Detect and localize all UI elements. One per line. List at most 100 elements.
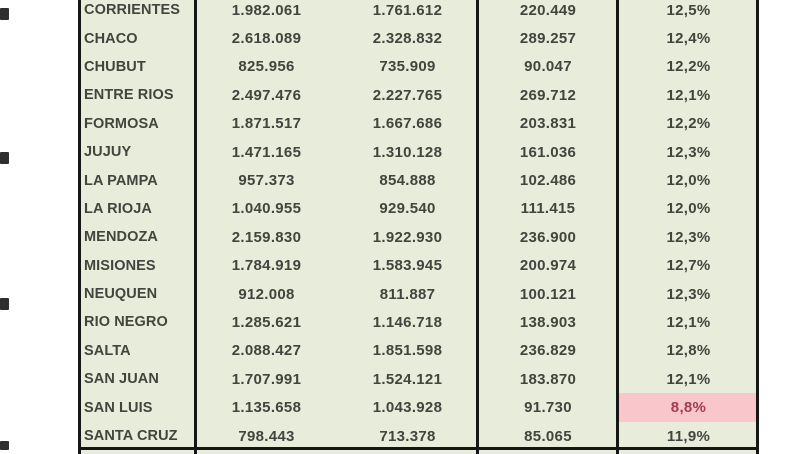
value-2-cell: 1.761.612 xyxy=(372,1,443,19)
percent-cell: 12,3% xyxy=(666,228,711,246)
table-row: FORMOSA 1.871.517 1.667.686 203.831 12,2% xyxy=(78,110,759,138)
value-3-cell: 236.829 xyxy=(519,342,577,360)
value-1-cell: 1.471.165 xyxy=(231,143,302,161)
table-row: NEUQUEN 912.008 811.887 100.121 12,3% xyxy=(78,280,759,308)
province-cell: SAN LUIS xyxy=(84,399,153,416)
value-3-cell: 90.047 xyxy=(524,58,572,76)
table-row: LA RIOJA 1.040.955 929.540 111.415 12,0% xyxy=(78,195,759,223)
table-border-right xyxy=(756,0,759,454)
margin-artifact-mark xyxy=(0,8,9,20)
province-cell: SAN JUAN xyxy=(84,371,159,388)
value-1-cell: 2.497.476 xyxy=(231,86,302,104)
table-row: JUJUY 1.471.165 1.310.128 161.036 12,3% xyxy=(78,138,759,166)
table-row: MISIONES 1.784.919 1.583.945 200.974 12,7% xyxy=(78,252,759,280)
value-3-cell: 236.900 xyxy=(519,228,577,246)
value-2-cell: 811.887 xyxy=(379,285,436,303)
table-row: CHUBUT 825.956 735.909 90.047 12,2% xyxy=(78,53,759,81)
value-3-cell: 85.065 xyxy=(524,427,572,445)
value-2-cell: 1.583.945 xyxy=(372,257,443,275)
margin-artifact-mark xyxy=(0,441,9,450)
percent-cell: 12,4% xyxy=(666,30,711,48)
value-2-cell: 1.667.686 xyxy=(372,115,443,133)
province-cell: SALTA xyxy=(84,342,131,359)
province-cell: CHUBUT xyxy=(84,58,146,75)
value-3-cell: 269.712 xyxy=(519,86,577,104)
value-3-cell: 111.415 xyxy=(520,200,576,218)
value-3-cell: 203.831 xyxy=(519,115,577,133)
value-2-cell: 2.328.832 xyxy=(372,30,443,48)
value-1-cell: 2.159.830 xyxy=(231,228,302,246)
percent-cell: 12,0% xyxy=(666,172,711,190)
province-cell: MENDOZA xyxy=(84,229,158,246)
province-cell: LA PAMPA xyxy=(84,172,158,189)
value-1-cell: 1.871.517 xyxy=(231,115,302,133)
table-row: SALTA 2.088.427 1.851.598 236.829 12,8% xyxy=(78,337,759,365)
value-1-cell: 1.285.621 xyxy=(231,313,302,331)
provinces-table: CORRIENTES 1.982.061 1.761.612 220.449 12,5%… xyxy=(78,0,759,454)
province-cell: ENTRE RIOS xyxy=(84,87,174,104)
value-1-cell: 1.784.919 xyxy=(231,257,302,275)
value-1-cell: 1.135.658 xyxy=(231,399,302,417)
value-3-cell: 200.974 xyxy=(519,257,577,275)
value-2-cell: 735.909 xyxy=(379,58,436,76)
value-3-cell: 91.730 xyxy=(524,399,572,417)
province-cell: CHACO xyxy=(84,30,138,47)
percent-cell: 12,1% xyxy=(666,370,711,388)
value-1-cell: 1.982.061 xyxy=(231,1,302,19)
value-1-cell: 2.088.427 xyxy=(231,342,302,360)
province-cell: SANTA CRUZ xyxy=(84,428,178,445)
value-2-cell: 929.540 xyxy=(379,200,436,218)
value-3-cell: 100.121 xyxy=(519,285,577,303)
table-row: ENTRE RIOS 2.497.476 2.227.765 269.712 12,1% xyxy=(78,81,759,109)
table-border-before-percent xyxy=(616,0,619,454)
percent-cell: 12,0% xyxy=(666,200,711,218)
value-2-cell: 1.851.598 xyxy=(372,342,443,360)
value-3-cell: 102.486 xyxy=(519,172,577,190)
province-cell: CORRIENTES xyxy=(84,2,181,19)
value-2-cell: 854.888 xyxy=(379,172,436,190)
percent-cell: 8,8% xyxy=(618,393,759,422)
table-row: CORRIENTES 1.982.061 1.761.612 220.449 12,5% xyxy=(78,0,759,24)
province-cell: FORMOSA xyxy=(84,115,159,132)
province-cell: JUJUY xyxy=(84,144,132,161)
value-3-cell: 161.036 xyxy=(519,143,577,161)
value-2-cell: 1.922.930 xyxy=(372,228,443,246)
value-2-cell: 1.043.928 xyxy=(372,399,443,417)
percent-cell: 11,9% xyxy=(666,427,711,445)
table-border-after-province xyxy=(194,0,197,454)
table-row: SANTA CRUZ 798.443 713.378 85.065 11,9% xyxy=(78,422,759,450)
table-row: MENDOZA 2.159.830 1.922.930 236.900 12,3% xyxy=(78,223,759,251)
table-border-after-values xyxy=(476,0,479,454)
value-3-cell: 138.903 xyxy=(519,313,577,331)
percent-cell: 12,1% xyxy=(666,86,711,104)
margin-artifact-mark xyxy=(0,152,9,164)
province-cell: NEUQUEN xyxy=(84,286,158,303)
value-1-cell: 1.040.955 xyxy=(231,200,302,218)
value-1-cell: 825.956 xyxy=(238,58,295,76)
value-1-cell: 957.373 xyxy=(238,172,295,190)
value-3-cell: 220.449 xyxy=(519,1,577,19)
percent-cell: 12,8% xyxy=(666,342,711,360)
province-cell: MISIONES xyxy=(84,257,156,274)
percent-cell: 12,2% xyxy=(666,115,711,133)
percent-cell: 12,2% xyxy=(666,58,711,76)
province-cell: RIO NEGRO xyxy=(84,314,168,331)
percent-cell: 12,5% xyxy=(666,1,711,19)
table-row: SAN LUIS 1.135.658 1.043.928 91.730 8,8% xyxy=(78,393,759,422)
provinces-table-rows: CORRIENTES 1.982.061 1.761.612 220.449 12,5%… xyxy=(78,0,759,454)
value-1-cell: 1.707.991 xyxy=(231,370,302,388)
value-1-cell: 2.618.089 xyxy=(231,30,302,48)
percent-cell: 12,1% xyxy=(666,313,711,331)
province-cell: LA RIOJA xyxy=(84,200,152,217)
value-2-cell: 1.146.718 xyxy=(372,313,443,331)
value-3-cell: 289.257 xyxy=(519,30,577,48)
value-2-cell: 713.378 xyxy=(379,427,436,445)
value-2-cell: 1.310.128 xyxy=(372,143,443,161)
value-3-cell: 183.870 xyxy=(519,370,577,388)
table-row: SAN JUAN 1.707.991 1.524.121 183.870 12,1% xyxy=(78,365,759,393)
table-row: LA PAMPA 957.373 854.888 102.486 12,0% xyxy=(78,166,759,194)
table-row: RIO NEGRO 1.285.621 1.146.718 138.903 12,1% xyxy=(78,308,759,336)
margin-artifact-mark xyxy=(0,298,9,310)
percent-cell: 12,3% xyxy=(666,143,711,161)
value-2-cell: 1.524.121 xyxy=(372,370,443,388)
